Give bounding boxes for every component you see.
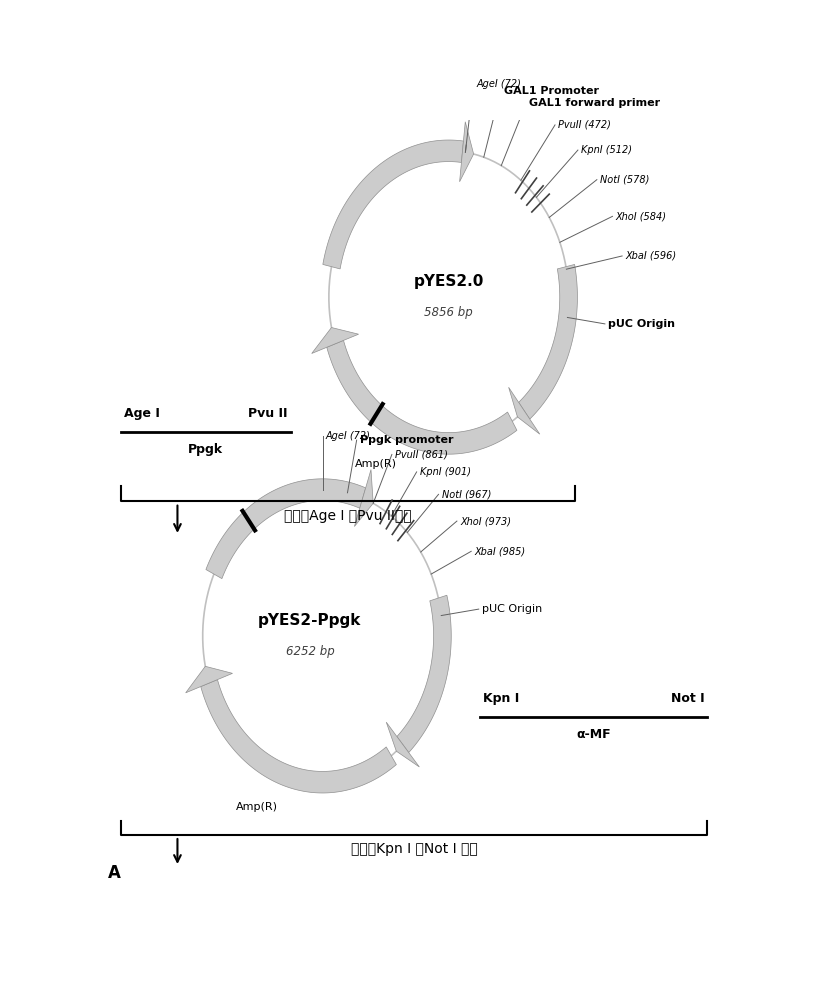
Text: XbaI (596): XbaI (596) (625, 251, 676, 261)
Text: pYES2.0: pYES2.0 (414, 274, 484, 289)
Text: XhoI (584): XhoI (584) (615, 211, 667, 221)
Text: Amp(R): Amp(R) (355, 459, 397, 469)
Polygon shape (509, 387, 540, 434)
Polygon shape (397, 595, 451, 753)
Polygon shape (387, 722, 419, 767)
Text: AgeI (72): AgeI (72) (326, 431, 370, 441)
Text: pUC Origin: pUC Origin (608, 319, 675, 329)
Text: NotI (578): NotI (578) (600, 175, 650, 185)
Text: Not I: Not I (671, 692, 704, 705)
Text: 6252 bp: 6252 bp (286, 645, 335, 658)
Text: Ppgk promoter: Ppgk promoter (360, 435, 453, 445)
Polygon shape (354, 470, 373, 526)
Text: PvuII (472): PvuII (472) (558, 120, 611, 130)
Text: Amp(R): Amp(R) (236, 802, 278, 812)
Text: XbaI (985): XbaI (985) (475, 546, 526, 556)
Text: XhoI (973): XhoI (973) (460, 516, 511, 526)
Polygon shape (460, 122, 474, 182)
Text: 分别用Kpn I 和Not I 酶切: 分别用Kpn I 和Not I 酶切 (351, 842, 477, 856)
Polygon shape (323, 140, 463, 269)
Text: AgeI (72): AgeI (72) (476, 79, 521, 89)
Text: Pvu II: Pvu II (248, 407, 288, 420)
Text: Age I: Age I (124, 407, 160, 420)
Text: GAL1 forward primer: GAL1 forward primer (529, 98, 660, 108)
Text: GAL1 Promoter: GAL1 Promoter (504, 86, 598, 96)
Text: PvuII (861): PvuII (861) (395, 449, 448, 459)
Text: NotI (967): NotI (967) (442, 489, 491, 499)
Polygon shape (312, 328, 359, 353)
Text: Ppgk: Ppgk (188, 443, 223, 456)
Text: α-MF: α-MF (576, 728, 611, 741)
Text: pUC Origin: pUC Origin (482, 604, 542, 614)
Polygon shape (206, 479, 365, 579)
Polygon shape (201, 680, 396, 793)
Text: A: A (108, 864, 121, 882)
Polygon shape (519, 264, 577, 419)
Text: KpnI (901): KpnI (901) (420, 467, 470, 477)
Polygon shape (326, 340, 517, 454)
Text: 5856 bp: 5856 bp (424, 306, 473, 319)
Polygon shape (186, 666, 233, 693)
Text: pYES2-Ppgk: pYES2-Ppgk (258, 613, 361, 628)
Text: KpnI (512): KpnI (512) (581, 145, 632, 155)
Text: 分别用Age I 和Pvu II酶切: 分别用Age I 和Pvu II酶切 (284, 509, 412, 523)
Text: Kpn I: Kpn I (484, 692, 519, 705)
